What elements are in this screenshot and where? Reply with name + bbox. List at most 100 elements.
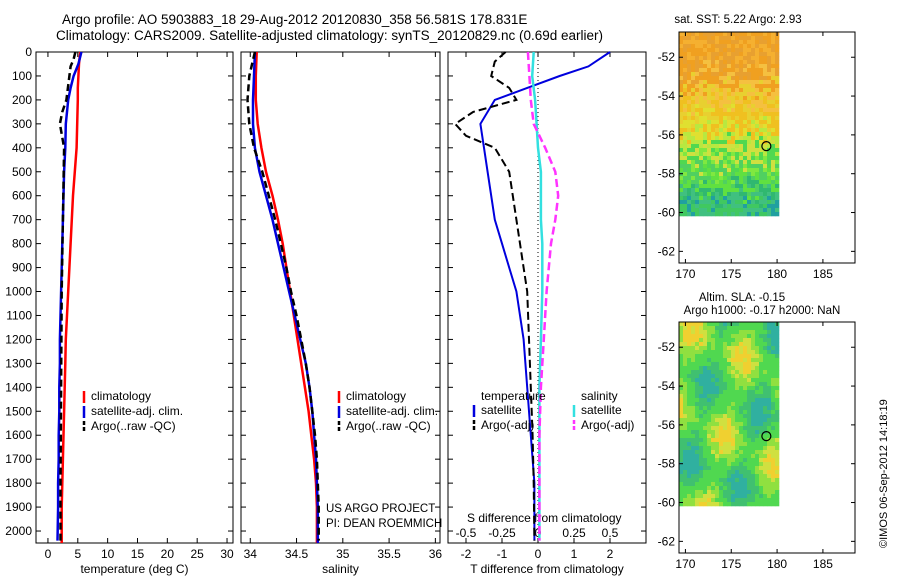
map-cell [703, 378, 708, 383]
map-cell [715, 486, 720, 491]
map-cell [747, 168, 752, 173]
map-cell [723, 362, 728, 367]
map-cell [695, 374, 700, 379]
map-cell [763, 192, 768, 197]
map-cell [699, 96, 704, 101]
map-cell [735, 96, 740, 101]
map-cell [703, 462, 708, 467]
map-cell [679, 386, 684, 391]
map-cell [751, 482, 756, 487]
map-cell [771, 156, 776, 161]
map-cell [711, 334, 716, 339]
map-cell [691, 88, 696, 93]
map-cell [743, 478, 748, 483]
map-cell [739, 40, 744, 45]
map-cell [719, 104, 724, 109]
map-cell [707, 442, 712, 447]
map-cell [751, 394, 756, 399]
map-cell [715, 350, 720, 355]
map-cell [759, 96, 764, 101]
map-cell [763, 370, 768, 375]
map-cell [763, 394, 768, 399]
map-cell [679, 144, 684, 149]
map-cell [755, 362, 760, 367]
map-cell [727, 156, 732, 161]
map-cell [767, 164, 772, 169]
map-cell [771, 350, 776, 355]
map-cell [687, 144, 692, 149]
map-cell [755, 358, 760, 363]
map-cell [703, 72, 708, 77]
map-cell [699, 346, 704, 351]
map-cell [691, 414, 696, 419]
map-cell [731, 414, 736, 419]
map-cell [747, 390, 752, 395]
map-cell [763, 124, 768, 129]
map-cell [759, 68, 764, 73]
map-cell [739, 212, 744, 217]
map-cell [775, 454, 780, 459]
map-cell [727, 398, 732, 403]
map-cell [687, 108, 692, 113]
map-cell [743, 116, 748, 121]
map-cell [739, 76, 744, 81]
map-cell [735, 212, 740, 217]
map-cell [715, 442, 720, 447]
map-cell [695, 470, 700, 475]
map-cell [715, 196, 720, 201]
map-cell [691, 366, 696, 371]
map-cell [743, 346, 748, 351]
map-cell [707, 470, 712, 475]
map-cell [703, 60, 708, 65]
pi-label: PI: DEAN ROEMMICH [326, 518, 442, 530]
map-cell [739, 60, 744, 65]
map-cell [703, 176, 708, 181]
map-cell [719, 366, 724, 371]
sst-map-title: sat. SST: 5.22 Argo: 2.93 [674, 14, 801, 26]
map-cell [715, 192, 720, 197]
map-cell [711, 152, 716, 157]
map-cell [739, 196, 744, 201]
map-cell [679, 68, 684, 73]
map-cell [727, 358, 732, 363]
map-cell [767, 390, 772, 395]
map-cell [727, 490, 732, 495]
map-cell [711, 398, 716, 403]
map-cell [711, 414, 716, 419]
map-cell [735, 362, 740, 367]
map-cell [739, 152, 744, 157]
map-cell [767, 478, 772, 483]
map-cell [759, 88, 764, 93]
map-cell [731, 450, 736, 455]
map-cell [739, 494, 744, 499]
map-cell [683, 72, 688, 77]
map-cell [747, 120, 752, 125]
map-cell [767, 378, 772, 383]
map-cell [771, 338, 776, 343]
map-cell [735, 402, 740, 407]
map-cell [747, 84, 752, 89]
map-cell [691, 474, 696, 479]
map-cell [679, 326, 684, 331]
map-cell [727, 370, 732, 375]
map-cell [755, 160, 760, 165]
map-cell [739, 474, 744, 479]
map-cell [735, 366, 740, 371]
map-cell [743, 386, 748, 391]
map-cell [683, 414, 688, 419]
map-cell [715, 478, 720, 483]
map-cell [679, 366, 684, 371]
map-cell [743, 442, 748, 447]
map-cell [751, 148, 756, 153]
map-cell [767, 52, 772, 57]
map-cell [715, 144, 720, 149]
map-cell [735, 136, 740, 141]
map-cell [691, 482, 696, 487]
map-cell [695, 434, 700, 439]
map-cell [719, 430, 724, 435]
map-cell [691, 84, 696, 89]
map-cell [719, 180, 724, 185]
map-cell [707, 120, 712, 125]
map-cell [679, 80, 684, 85]
y-tick-label: 500 [12, 165, 32, 179]
